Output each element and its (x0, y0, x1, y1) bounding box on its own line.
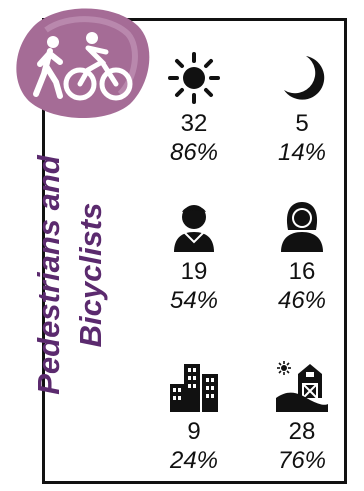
rural-count: 28 (288, 418, 316, 445)
rural-percent: 76% (277, 447, 327, 474)
male-person-icon (149, 200, 239, 252)
male-count: 19 (180, 258, 208, 285)
female-percent: 46% (277, 287, 327, 314)
male-percent: 54% (169, 287, 219, 314)
daytime-count: 32 (180, 110, 208, 137)
nighttime-count: 5 (295, 110, 309, 137)
stat-urban: 9 24% (149, 360, 239, 476)
category-title-line-2: Bicyclists (72, 202, 108, 348)
sun-icon (149, 52, 239, 104)
stat-rural: 28 76% (257, 360, 347, 476)
category-title: Pedestrians and Bicyclists (28, 125, 112, 425)
category-title-line-1: Pedestrians and (31, 155, 66, 395)
city-buildings-icon (149, 360, 239, 412)
stat-nighttime: 5 14% (257, 52, 347, 168)
female-person-icon (257, 200, 347, 252)
pedestrian-bicycle-icon (16, 8, 150, 119)
urban-percent: 24% (169, 447, 219, 474)
stat-male: 19 54% (149, 200, 239, 316)
rural-barn-icon (257, 360, 347, 412)
stat-female: 16 46% (257, 200, 347, 316)
daytime-percent: 86% (169, 139, 219, 166)
moon-icon (257, 52, 347, 104)
nighttime-percent: 14% (277, 139, 327, 166)
stat-daytime: 32 86% (149, 52, 239, 168)
urban-count: 9 (187, 418, 201, 445)
female-count: 16 (288, 258, 316, 285)
